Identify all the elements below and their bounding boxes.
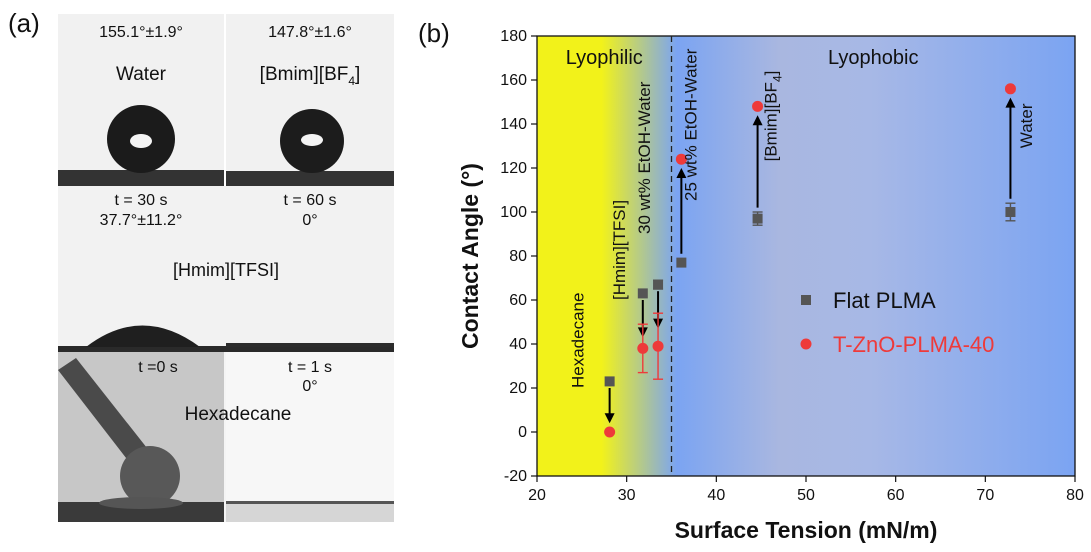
y-tick-label: 160 — [500, 72, 527, 89]
panel-b-label: (b) — [418, 18, 450, 48]
hexadecane-time-left: t =0 s — [138, 359, 178, 376]
hmim-spreading-shape — [58, 325, 394, 352]
photo-hexadecane-drops — [58, 352, 394, 522]
y-tick-label: -20 — [504, 468, 527, 485]
tzno-plma-point — [652, 340, 664, 352]
y-tick-label: 120 — [500, 160, 527, 177]
x-tick-label: 20 — [528, 487, 546, 504]
hmim-time-left: t = 30 s — [114, 192, 168, 209]
bmim-liquid-sub: 4 — [348, 73, 356, 88]
y-tick-label: 0 — [518, 424, 527, 441]
x-axis-title: Surface Tension (mN/m) — [675, 517, 938, 543]
x-tick-label: 70 — [976, 487, 994, 504]
hmim-time-right: t = 60 s — [283, 192, 337, 209]
x-tick-label: 80 — [1066, 487, 1084, 504]
y-tick-label: 100 — [500, 204, 527, 221]
flat-plma-point — [1005, 207, 1016, 217]
tzno-plma-point — [604, 426, 616, 438]
arrow-head — [604, 413, 615, 424]
hmim-liquid-label: [Hmim][TFSI] — [173, 260, 279, 280]
hexadecane-liquid-label: Hexadecane — [184, 404, 292, 425]
annotation-label: Hexadecane — [569, 293, 588, 388]
y-axis-title: Contact Angle (°) — [457, 163, 483, 349]
bmim-liquid-pre: [Bmim][BF — [259, 64, 349, 85]
arrow-head — [676, 168, 687, 178]
flat-plma-point — [653, 279, 664, 290]
y-tick-label: 180 — [500, 28, 527, 45]
water-angle-label: 155.1°±1.9° — [99, 24, 183, 41]
legend-marker-tzno-plma — [800, 338, 812, 350]
plot-background — [537, 36, 1075, 476]
y-tick-label: 60 — [509, 292, 527, 309]
y-tick-label: 40 — [509, 336, 527, 353]
annotation-label: 25 wt% EtOH-Water — [682, 48, 701, 201]
flat-plma-point — [637, 288, 648, 299]
y-tick-label: 20 — [509, 380, 527, 397]
tzno-plma-point — [637, 342, 649, 354]
annotation-label: [Hmim][TFSI] — [610, 200, 629, 300]
bmim-droplet-shape — [226, 109, 394, 186]
panel-a-label: (a) — [8, 8, 40, 38]
legend-label-tzno-plma: T-ZnO-PLMA-40 — [833, 332, 994, 357]
x-tick-label: 40 — [707, 487, 725, 504]
hmim-angle-right: 0° — [302, 212, 318, 229]
legend-marker-flat-plma — [801, 295, 811, 305]
annotation-label: Water — [1017, 103, 1036, 148]
bmim-angle-label: 147.8°±1.6° — [268, 24, 352, 41]
water-liquid-label: Water — [116, 64, 166, 85]
flat-plma-point — [752, 213, 763, 224]
region-label-lyophobic: Lyophobic — [828, 47, 918, 69]
x-tick-label: 50 — [797, 487, 815, 504]
hexadecane-angle-right: 0° — [302, 378, 318, 395]
legend-label-flat-plma: Flat PLMA — [833, 288, 936, 313]
region-label-lyophilic: Lyophilic — [566, 47, 643, 69]
annotation-label: [Bmim][BF4] — [761, 71, 784, 162]
x-tick-label: 30 — [618, 487, 636, 504]
photo-bmim-drop — [226, 14, 394, 186]
bmim-liquid-post: ] — [355, 64, 361, 85]
annotation-label: 30 wt% EtOH-Water — [635, 81, 654, 234]
photo-water-drop — [58, 14, 224, 186]
bmim-liquid-label: [Bmim][BF4] — [260, 64, 361, 88]
annotation-sub: 4 — [770, 75, 784, 82]
arrow-head — [1005, 97, 1016, 108]
tzno-plma-point — [752, 100, 764, 112]
arrow-head — [752, 115, 763, 126]
annotation-pre: [Bmim][BF — [761, 82, 780, 161]
flat-plma-point — [676, 257, 687, 268]
water-droplet-shape — [58, 105, 224, 186]
x-tick-label: 60 — [887, 487, 905, 504]
photo-hmim-drops — [58, 186, 394, 352]
hexadecane-time-right: t = 1 s — [287, 359, 333, 376]
annotation-post: ] — [761, 71, 780, 76]
y-tick-label: 80 — [509, 248, 527, 265]
hmim-angle-left: 37.7°±11.2° — [99, 212, 183, 229]
tzno-plma-point — [675, 153, 687, 165]
droplet-photo-grid: 155.1°±1.9° Water 147.8°±1.6° [Bmim][BF4… — [58, 14, 394, 522]
tzno-plma-point — [1004, 83, 1016, 95]
hexadecane-shape — [58, 352, 394, 522]
y-tick-label: 140 — [500, 116, 527, 133]
flat-plma-point — [604, 376, 615, 387]
